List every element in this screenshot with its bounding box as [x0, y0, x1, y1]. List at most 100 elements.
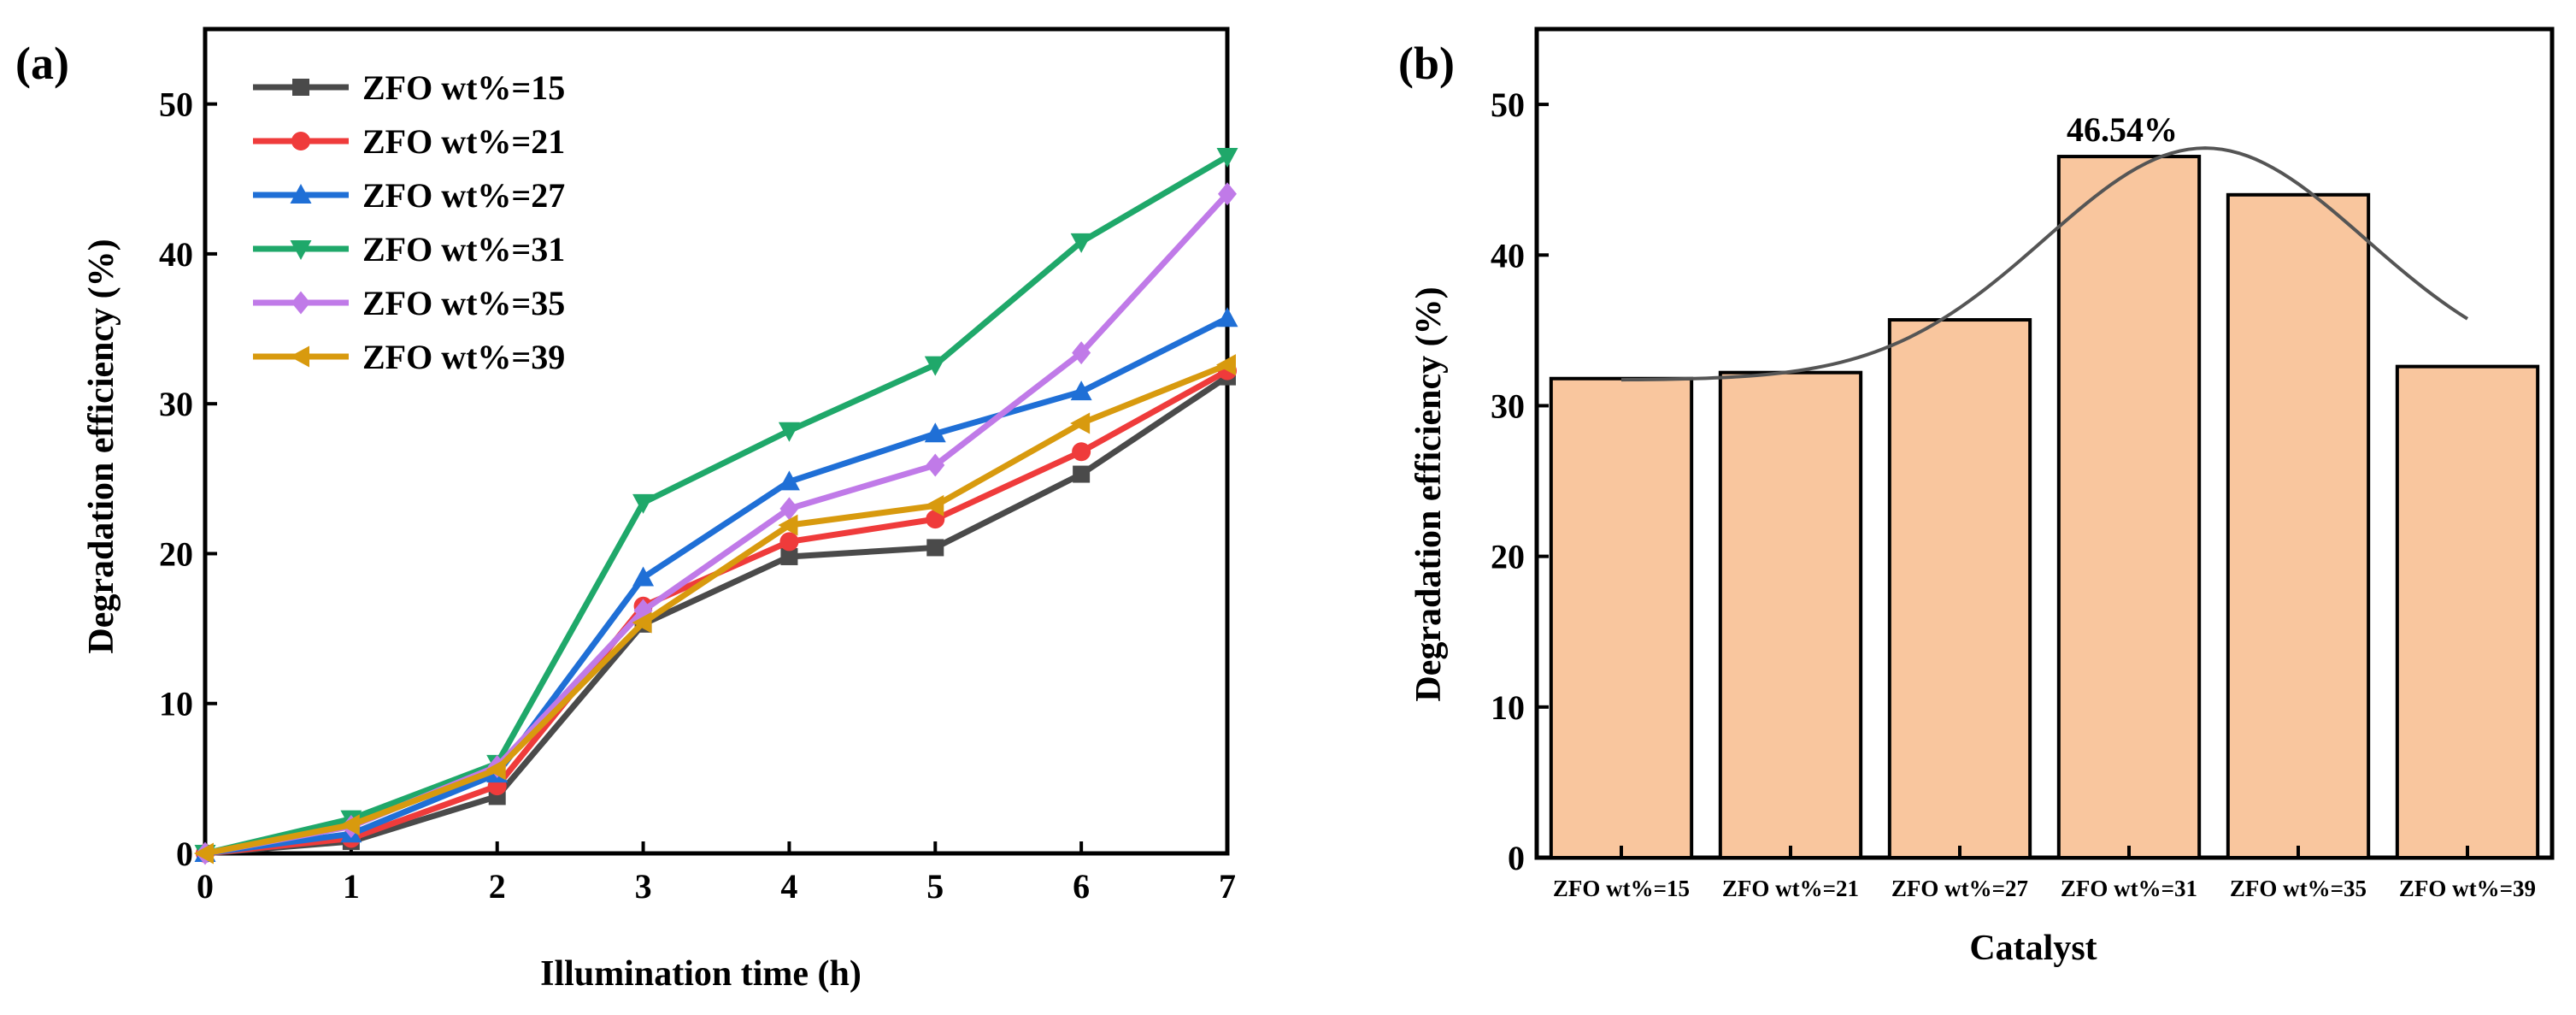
legend-label: ZFO wt%=39	[362, 338, 565, 376]
data-point	[778, 422, 800, 442]
x-tick-label: 7	[1219, 867, 1236, 906]
data-point	[1070, 233, 1092, 253]
panel-a-frame	[203, 27, 1230, 856]
y-tick-label: 20	[1491, 538, 1525, 576]
legend-label: ZFO wt%=31	[362, 230, 565, 269]
x-tick-label: 2	[489, 867, 506, 906]
peak-value-label: 46.54%	[2067, 110, 2178, 149]
x-category-label: ZFO wt%=15	[1553, 876, 1690, 901]
y-tick-label: 10	[1491, 688, 1525, 727]
data-point	[924, 422, 946, 443]
legend-item: ZFO wt%=21	[253, 122, 565, 161]
y-tick-label: 40	[159, 235, 193, 274]
legend-label: ZFO wt%=27	[362, 176, 565, 215]
x-category-label: ZFO wt%=21	[1722, 876, 1859, 901]
x-tick-label: 5	[926, 867, 944, 906]
legend-marker	[290, 240, 312, 260]
y-tick-label: 0	[176, 835, 193, 873]
data-point	[632, 493, 655, 514]
legend-item: ZFO wt%=15	[253, 68, 565, 107]
bar	[1887, 318, 2032, 860]
legend-item: ZFO wt%=31	[253, 230, 565, 269]
panel-a-legend: ZFO wt%=15 ZFO wt%=21 ZFO wt%=27 ZFO wt%=31…	[253, 68, 565, 376]
data-point	[1072, 341, 1091, 365]
series-zfo-wt-15	[197, 368, 1236, 862]
legend-marker	[292, 79, 309, 96]
series-zfo-wt-35	[196, 182, 1237, 865]
panel-b-plot-area: 0 10 20 30 40 50 ZFO wt%=15 ZFO wt%=21 ZFO wt%=2…	[1491, 27, 2555, 901]
legend-label: ZFO wt%=35	[362, 284, 565, 322]
data-point	[1216, 354, 1236, 376]
legend-item: ZFO wt%=27	[253, 176, 565, 215]
data-point	[778, 514, 798, 536]
panel-b-label: (b)	[1398, 38, 1455, 89]
data-point	[924, 356, 946, 376]
bar	[2226, 192, 2371, 860]
data-point	[632, 566, 655, 587]
series-line	[204, 153, 1229, 857]
y-tick-label: 0	[1508, 839, 1525, 877]
y-tick-label: 50	[159, 86, 193, 124]
data-point	[1070, 381, 1092, 401]
bar	[1549, 376, 1694, 859]
data-point	[1073, 465, 1091, 483]
panel-b-bar-chart: (b) 0 10 20 30 40 50 ZFO wt%=15 ZFO wt%=21 ZFO w…	[1398, 27, 2555, 968]
data-point	[924, 494, 944, 516]
data-point	[778, 470, 800, 491]
y-tick-label: 30	[159, 385, 193, 423]
series-zfo-wt-21	[196, 361, 1237, 863]
data-point	[926, 510, 945, 529]
legend-marker	[290, 345, 309, 368]
series-line	[204, 362, 1229, 857]
x-tick-label: 1	[343, 867, 360, 906]
data-point	[632, 611, 652, 634]
x-tick-label: 3	[635, 867, 652, 906]
bar	[2395, 364, 2540, 859]
bar	[1718, 370, 1863, 860]
data-point	[1072, 442, 1091, 462]
legend-item: ZFO wt%=39	[253, 338, 565, 376]
legend-marker	[291, 291, 310, 315]
series-zfo-wt-27	[194, 307, 1238, 862]
series-zfo-wt-39	[194, 354, 1236, 865]
data-point	[926, 539, 944, 557]
legend-marker	[291, 132, 310, 150]
data-point	[1218, 182, 1237, 206]
data-point	[1216, 147, 1238, 168]
series-line	[204, 316, 1229, 857]
x-tick-label: 0	[197, 867, 214, 906]
data-point	[779, 532, 799, 552]
data-point	[1216, 307, 1238, 328]
series-line	[204, 368, 1229, 857]
panel-b-x-axis-title: Catalyst	[1969, 929, 2097, 968]
bar	[2056, 155, 2202, 860]
x-category-label: ZFO wt%=35	[2230, 876, 2367, 901]
legend-item: ZFO wt%=35	[253, 284, 565, 322]
data-point	[485, 758, 506, 781]
x-tick-label: 4	[780, 867, 797, 906]
series-line	[204, 192, 1230, 857]
panel-b-frame	[1534, 27, 2555, 860]
x-category-label: ZFO wt%=27	[1891, 876, 2028, 901]
x-category-label: ZFO wt%=31	[2061, 876, 2197, 901]
y-tick-label: 10	[159, 685, 193, 723]
panel-a-y-axis-title: Degradation efficiency (%)	[82, 239, 121, 653]
data-point	[779, 497, 799, 521]
y-tick-label: 50	[1491, 86, 1525, 124]
data-point	[780, 547, 798, 565]
x-tick-label: 6	[1073, 867, 1090, 906]
legend-label: ZFO wt%=15	[362, 68, 565, 107]
fit-curve	[1620, 146, 2469, 382]
y-tick-label: 30	[1491, 387, 1525, 425]
data-point	[339, 814, 360, 836]
panel-a-x-axis-title: Illumination time (h)	[540, 954, 862, 994]
data-point	[926, 453, 945, 477]
panel-b-y-axis-title: Degradation efficiency (%)	[1409, 286, 1449, 701]
x-category-label: ZFO wt%=39	[2399, 876, 2536, 901]
data-point	[1070, 412, 1091, 434]
legend-marker	[290, 184, 312, 204]
series-line	[204, 374, 1229, 857]
